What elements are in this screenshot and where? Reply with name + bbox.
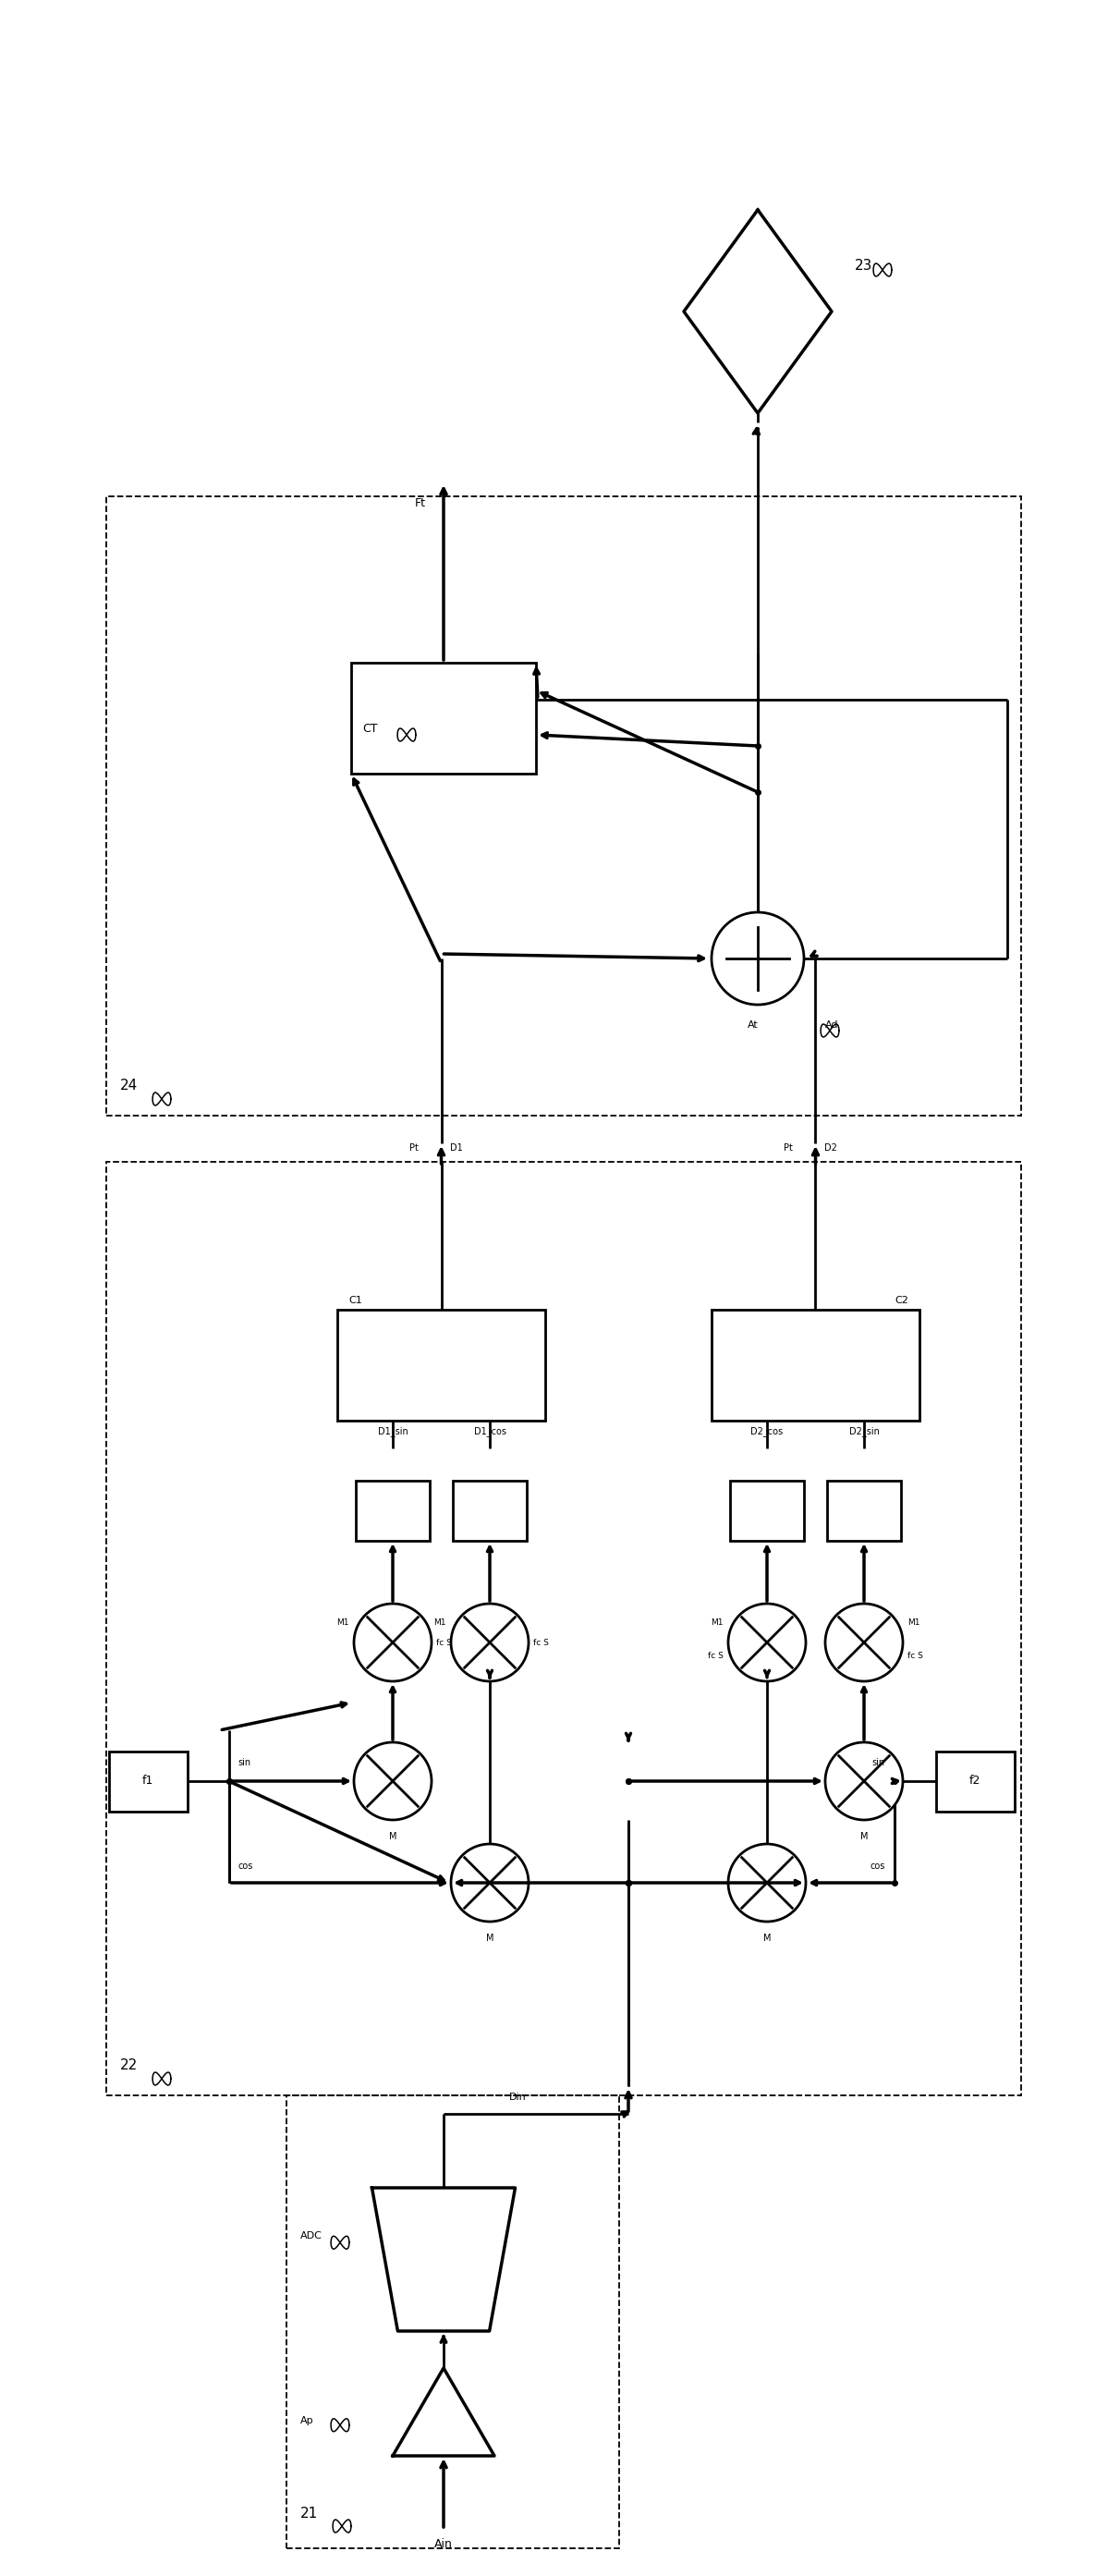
- Text: D2: D2: [824, 1144, 838, 1151]
- Circle shape: [728, 1844, 805, 1922]
- Bar: [935, 1752, 1015, 1811]
- Text: f2: f2: [969, 1775, 981, 1788]
- Circle shape: [825, 1741, 903, 1819]
- Text: M: M: [763, 1935, 771, 1942]
- Bar: [106, 497, 1021, 1115]
- Text: Ft: Ft: [414, 497, 426, 510]
- Circle shape: [825, 1605, 903, 1682]
- Text: Ain: Ain: [435, 2537, 452, 2550]
- Text: f1: f1: [142, 1775, 153, 1788]
- Text: fc S: fc S: [708, 1651, 724, 1662]
- Bar: [827, 1481, 900, 1540]
- Text: M: M: [860, 1832, 868, 1842]
- Text: fc S: fc S: [436, 1638, 451, 1646]
- Text: Pt: Pt: [783, 1144, 793, 1151]
- Bar: [109, 1752, 187, 1811]
- Text: C2: C2: [895, 1296, 908, 1306]
- Text: D1: D1: [450, 1144, 464, 1151]
- Circle shape: [451, 1605, 529, 1682]
- Bar: [356, 1481, 430, 1540]
- Text: M1: M1: [433, 1618, 447, 1625]
- Bar: [352, 662, 536, 773]
- Bar: [452, 1481, 526, 1540]
- Text: cos: cos: [870, 1862, 885, 1870]
- Text: cos: cos: [237, 1862, 253, 1870]
- Bar: [730, 1481, 804, 1540]
- Text: C1: C1: [348, 1296, 362, 1306]
- Text: D1_sin: D1_sin: [377, 1427, 408, 1437]
- Bar: [106, 1162, 1021, 2094]
- Text: Pt: Pt: [409, 1144, 418, 1151]
- Text: M: M: [389, 1832, 396, 1842]
- Text: Din: Din: [508, 2092, 526, 2102]
- Text: 22: 22: [120, 2058, 138, 2071]
- Bar: [287, 2094, 619, 2548]
- Text: M1: M1: [711, 1618, 724, 1625]
- Circle shape: [354, 1741, 431, 1819]
- Text: Ad: Ad: [825, 1020, 839, 1030]
- Text: 23: 23: [855, 258, 872, 273]
- Text: At: At: [748, 1020, 758, 1030]
- Text: fc S: fc S: [907, 1651, 923, 1662]
- Text: 24: 24: [120, 1079, 138, 1092]
- Text: sin: sin: [237, 1757, 251, 1767]
- Text: CT: CT: [362, 724, 377, 734]
- Text: M1: M1: [337, 1618, 349, 1625]
- Text: ADC: ADC: [300, 2231, 323, 2241]
- Bar: [711, 1309, 920, 1419]
- Text: D1_cos: D1_cos: [474, 1427, 506, 1437]
- Circle shape: [728, 1605, 805, 1682]
- Circle shape: [711, 912, 804, 1005]
- Text: 21: 21: [300, 2506, 318, 2519]
- Text: sin: sin: [871, 1757, 885, 1767]
- Circle shape: [354, 1605, 431, 1682]
- Text: D2_sin: D2_sin: [849, 1427, 879, 1437]
- Bar: [337, 1309, 545, 1419]
- Circle shape: [451, 1844, 529, 1922]
- Text: D2_cos: D2_cos: [750, 1427, 783, 1437]
- Text: fc S: fc S: [533, 1638, 549, 1646]
- Text: Ap: Ap: [300, 2416, 314, 2427]
- Text: M1: M1: [907, 1618, 920, 1625]
- Text: M: M: [486, 1935, 494, 1942]
